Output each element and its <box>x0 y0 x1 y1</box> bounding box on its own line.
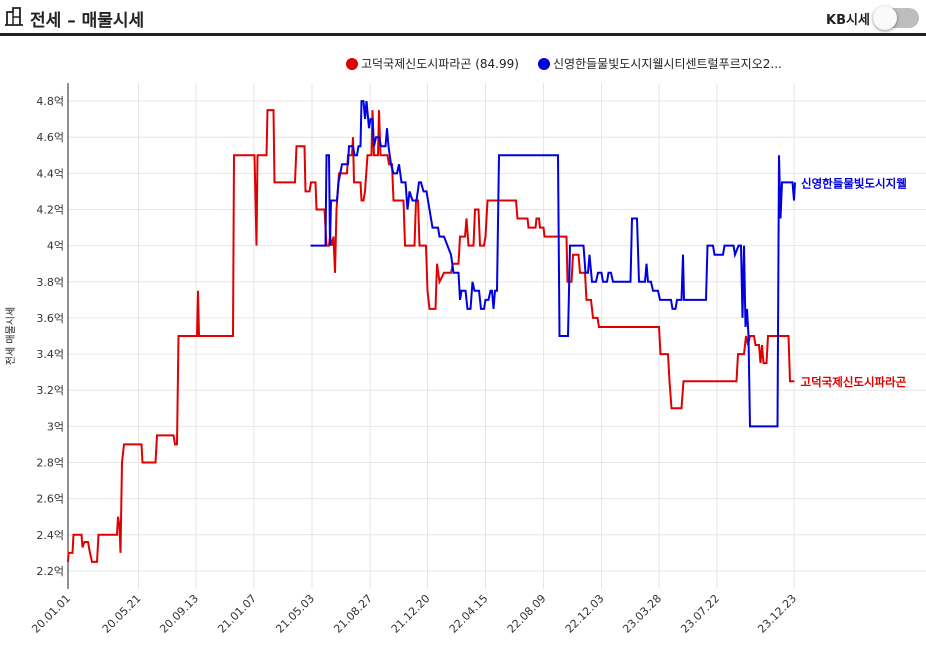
x-tick-label: 21.01.07 <box>215 592 259 636</box>
x-axis-ticks: 20.01.01 20.05.21 20.09.13 21.01.07 21.05.03… <box>29 592 799 636</box>
legend-marker-series-1[interactable] <box>346 58 358 70</box>
price-chart: 고덕국제신도시파라곤 (84.99) 신영한들물빛도시지웰시티센트럴푸르지오2.… <box>5 57 926 636</box>
x-tick-label: 22.04.15 <box>447 592 491 636</box>
series-end-label-2: 신영한들물빛도시지웰 <box>801 176 907 190</box>
y-tick-label: 4.2억 <box>36 204 64 217</box>
y-tick-label: 3.8억 <box>36 276 64 289</box>
x-tick-label: 22.08.09 <box>505 592 549 636</box>
y-tick-label: 4억 <box>47 240 64 253</box>
legend-label-series-2[interactable]: 신영한들물빛도시지웰시티센트럴푸르지오2... <box>553 57 782 71</box>
x-tick-label: 20.05.21 <box>100 592 144 636</box>
y-tick-label: 4.4억 <box>36 167 64 180</box>
header: 전세 – 매물시세 KB시세 <box>0 0 926 34</box>
x-tick-label: 21.12.20 <box>389 592 433 636</box>
series-end-label-1: 고덕국제신도시파라곤 <box>801 375 907 389</box>
x-tick-label: 20.01.01 <box>29 592 73 636</box>
y-tick-label: 4.6억 <box>36 131 64 144</box>
y-tick-label: 2.8억 <box>36 457 64 470</box>
header-divider <box>0 33 926 36</box>
series-line-1 <box>67 109 795 563</box>
series-lines <box>67 100 796 563</box>
legend-marker-series-2[interactable] <box>538 58 550 70</box>
y-tick-label: 4.8억 <box>36 95 64 108</box>
kb-toggle-label: KB시세 <box>826 13 870 28</box>
building-icon <box>5 7 23 26</box>
legend-label-series-1[interactable]: 고덕국제신도시파라곤 (84.99) <box>361 57 519 71</box>
legend[interactable]: 고덕국제신도시파라곤 (84.99) 신영한들물빛도시지웰시티센트럴푸르지오2.… <box>346 57 782 71</box>
toggle-knob[interactable] <box>873 6 897 30</box>
y-tick-label: 3.6억 <box>36 312 64 325</box>
y-tick-label: 3.4억 <box>36 348 64 361</box>
y-tick-label: 2.2억 <box>36 565 64 578</box>
x-tick-label: 22.12.03 <box>563 592 607 636</box>
x-tick-label: 23.03.28 <box>620 592 664 636</box>
y-axis-title: 전세 매물시세 <box>5 307 17 365</box>
x-tick-label: 21.05.03 <box>273 592 317 636</box>
y-tick-label: 2.4억 <box>36 529 64 542</box>
x-tick-label: 23.12.23 <box>755 592 799 636</box>
x-tick-label: 23.07.22 <box>678 592 722 636</box>
x-tick-label: 20.09.13 <box>157 592 201 636</box>
series-line-2 <box>310 100 796 428</box>
page-title: 전세 – 매물시세 <box>30 11 145 31</box>
y-tick-label: 3.2억 <box>36 384 64 397</box>
series-end-labels: 고덕국제신도시파라곤 신영한들물빛도시지웰 <box>801 176 907 389</box>
x-tick-label: 21.08.27 <box>331 592 375 636</box>
y-tick-label: 3억 <box>47 420 64 433</box>
y-axis-ticks: 2.2억 2.4억 2.6억 2.8억 3억 3.2억 3.4억 3.6억 3.8억 4억 4.2억… <box>36 95 64 578</box>
kb-toggle[interactable] <box>873 6 919 30</box>
y-tick-label: 2.6억 <box>36 493 64 506</box>
